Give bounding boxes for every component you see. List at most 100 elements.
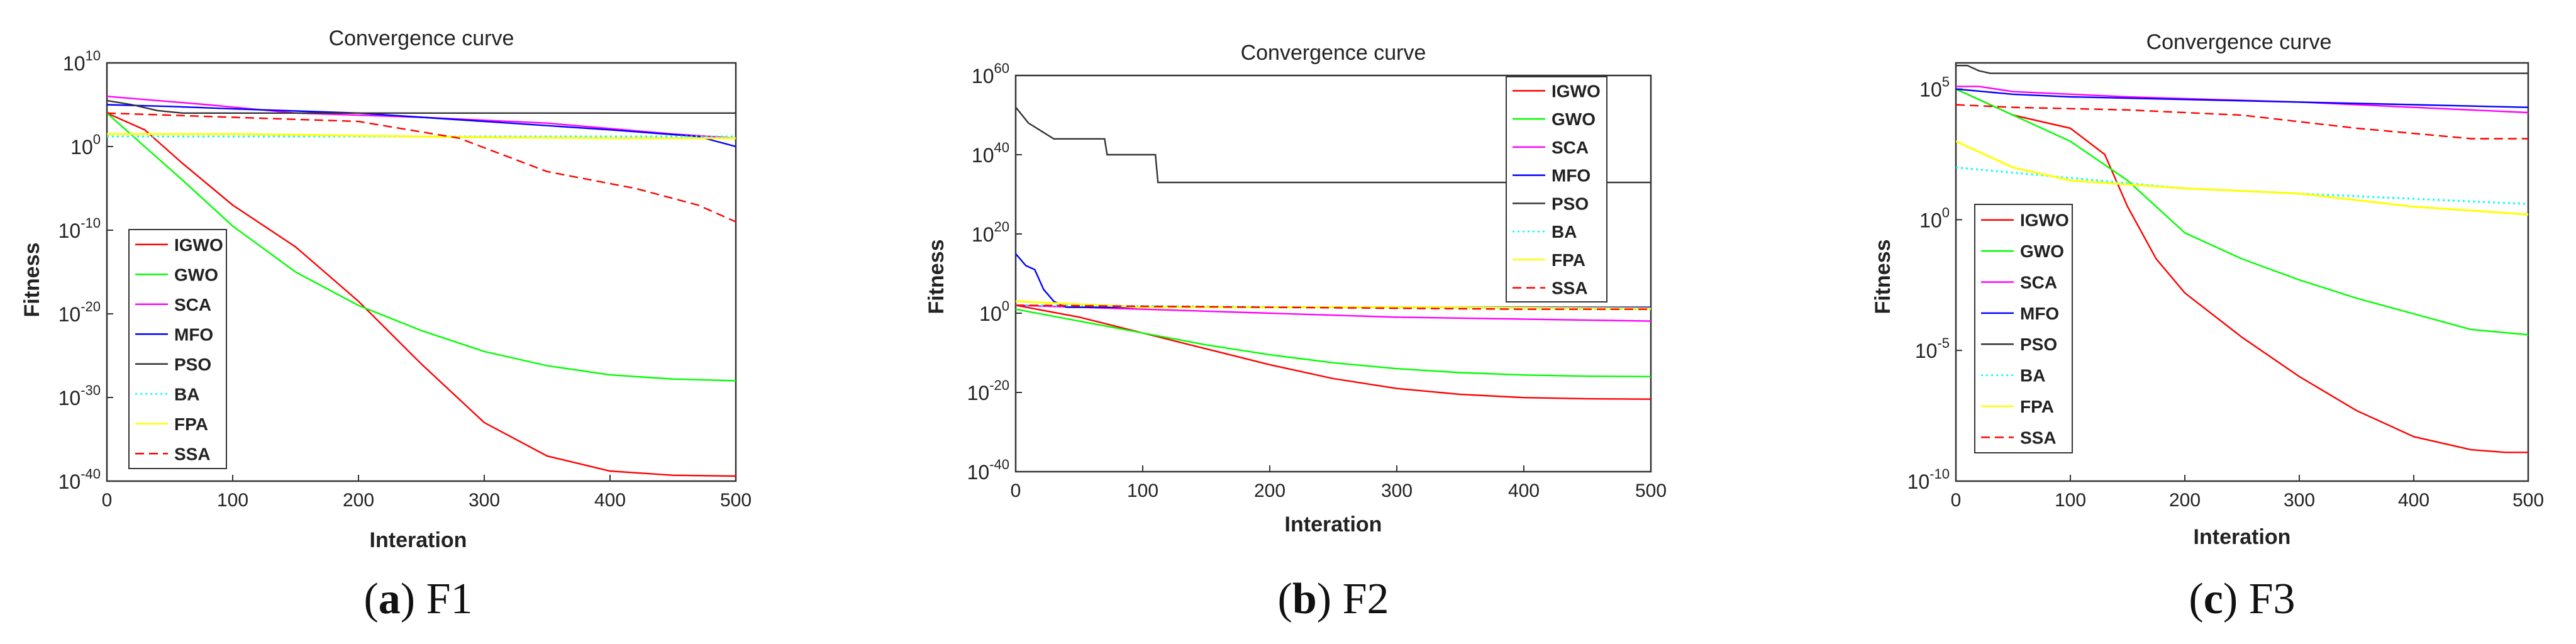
series-line-sca xyxy=(107,96,736,139)
x-tick-label: 0 xyxy=(102,490,113,511)
series-line-gwo xyxy=(1016,308,1651,377)
y-tick-label: 1060 xyxy=(972,60,1009,87)
legend-label-pso: PSO xyxy=(174,355,211,374)
caption-letter: c xyxy=(2204,575,2223,623)
legend: IGWO GWO SCA MFO PSO BA FPA SSA xyxy=(128,229,227,469)
series-lines xyxy=(107,96,736,477)
legend-label-pso: PSO xyxy=(2020,335,2057,354)
y-tick-label: 100 xyxy=(70,131,101,158)
legend-label-gwo: GWO xyxy=(174,265,218,284)
x-tick-label: 300 xyxy=(1381,480,1413,501)
chart-title: Convergence curve xyxy=(1241,41,1426,65)
y-tick-label: 105 xyxy=(1919,74,1950,101)
legend-label-ssa: SSA xyxy=(2020,428,2057,447)
x-ticks: 0 100 200 300 400 500 xyxy=(1951,475,2544,511)
x-tick-label: 400 xyxy=(1508,480,1540,501)
y-tick-label: 10-10 xyxy=(1907,466,1950,493)
legend-label-igwo: IGWO xyxy=(174,235,223,255)
legend-label-sca: SCA xyxy=(174,295,211,314)
plot-area xyxy=(1014,74,1652,473)
legend-label-ba: BA xyxy=(174,384,199,404)
caption-letter: a xyxy=(379,575,401,623)
x-tick-label: 0 xyxy=(1951,490,1962,511)
y-tick-label: 1020 xyxy=(972,219,1009,246)
x-tick-label: 0 xyxy=(1011,480,1021,501)
legend-label-igwo: IGWO xyxy=(1552,81,1601,101)
legend-label-mfo: MFO xyxy=(174,325,213,344)
series-lines xyxy=(1956,65,2528,453)
chart-panel-a: Convergence curve 10-4010-3010-2010-1010… xyxy=(20,26,752,623)
caption-function: F1 xyxy=(426,575,473,623)
panel-caption: (b) F2 xyxy=(1278,575,1389,623)
series-line-mfo xyxy=(107,104,736,148)
y-tick-label: 1010 xyxy=(63,48,101,75)
series-line-ba xyxy=(1956,166,2528,205)
series-line-fpa xyxy=(107,133,736,140)
series-line-gwo xyxy=(1956,88,2528,336)
x-tick-label: 200 xyxy=(1254,480,1285,501)
legend-box xyxy=(128,229,227,469)
y-ticks: 10-40 10-20 100 1020 1040 1060 xyxy=(967,60,1022,484)
legend-label-sca: SCA xyxy=(1552,138,1589,157)
x-tick-label: 300 xyxy=(2284,490,2315,511)
x-ticks: 0 100 200 300 400 500 xyxy=(102,475,752,511)
x-tick-label: 100 xyxy=(217,490,248,511)
series-lines xyxy=(1016,106,1651,400)
legend-label-fpa: FPA xyxy=(2020,397,2054,416)
series-line-pso xyxy=(1016,106,1651,184)
series-line-igwo xyxy=(1016,304,1651,400)
series-line-pso xyxy=(107,99,736,114)
x-tick-label: 200 xyxy=(2169,490,2201,511)
chart-panel-c: Convergence curve 10-10 10-5 100 105 0 100 20… xyxy=(1871,30,2544,623)
x-tick-label: 100 xyxy=(2055,490,2086,511)
y-tick-label: 10-40 xyxy=(58,466,101,493)
legend-label-ssa: SSA xyxy=(174,444,211,464)
legend-label-fpa: FPA xyxy=(1552,250,1585,270)
y-ticks: 10-10 10-5 100 105 xyxy=(1907,74,1962,493)
y-tick-label: 100 xyxy=(1919,204,1950,231)
x-tick-label: 500 xyxy=(720,490,752,511)
x-tick-label: 500 xyxy=(2512,490,2544,511)
panel-caption: (c) F3 xyxy=(2189,575,2295,623)
legend-label-fpa: FPA xyxy=(174,414,208,434)
x-axis-label: Interation xyxy=(370,528,467,552)
legend: IGWO GWO SCA MFO PSO BA FPA SSA xyxy=(1974,204,2073,453)
series-line-mfo xyxy=(1016,253,1651,308)
y-axis-label: Fitness xyxy=(924,239,948,314)
series-line-igwo xyxy=(107,112,736,477)
legend-box xyxy=(1506,76,1607,303)
caption-function: F2 xyxy=(1343,575,1389,623)
x-tick-label: 500 xyxy=(1635,480,1667,501)
legend-label-ba: BA xyxy=(1552,222,1577,242)
y-tick-label: 10-20 xyxy=(58,299,101,326)
caption-letter: b xyxy=(1292,575,1317,623)
series-line-gwo xyxy=(107,112,736,382)
y-axis-label: Fitness xyxy=(1871,239,1895,314)
plot-area xyxy=(106,62,737,482)
legend-label-ssa: SSA xyxy=(1552,279,1588,298)
x-tick-label: 400 xyxy=(2398,490,2429,511)
y-tick-label: 100 xyxy=(979,298,1009,325)
y-tick-label: 10-10 xyxy=(58,215,101,242)
y-tick-label: 10-5 xyxy=(1915,335,1950,362)
caption-function: F3 xyxy=(2249,575,2296,623)
legend-label-ba: BA xyxy=(2020,366,2045,386)
x-tick-label: 300 xyxy=(469,490,500,511)
legend-label-pso: PSO xyxy=(1552,194,1589,213)
legend-label-mfo: MFO xyxy=(2020,304,2059,323)
x-tick-label: 200 xyxy=(343,490,374,511)
x-ticks: 0 100 200 300 400 500 xyxy=(1011,465,1667,501)
y-ticks: 10-40 10-30 10-20 10-10 100 1010 xyxy=(58,48,113,493)
series-line-pso xyxy=(1956,65,2528,74)
legend-label-igwo: IGWO xyxy=(2020,211,2069,230)
legend-label-sca: SCA xyxy=(2020,272,2057,292)
x-tick-label: 100 xyxy=(1127,480,1158,501)
y-tick-label: 1040 xyxy=(972,140,1009,167)
chart-title: Convergence curve xyxy=(329,26,514,50)
y-tick-label: 10-40 xyxy=(967,457,1009,484)
series-line-igwo xyxy=(1956,88,2528,453)
series-line-ssa xyxy=(107,112,736,223)
y-axis-label: Fitness xyxy=(20,242,44,317)
x-tick-label: 400 xyxy=(594,490,626,511)
